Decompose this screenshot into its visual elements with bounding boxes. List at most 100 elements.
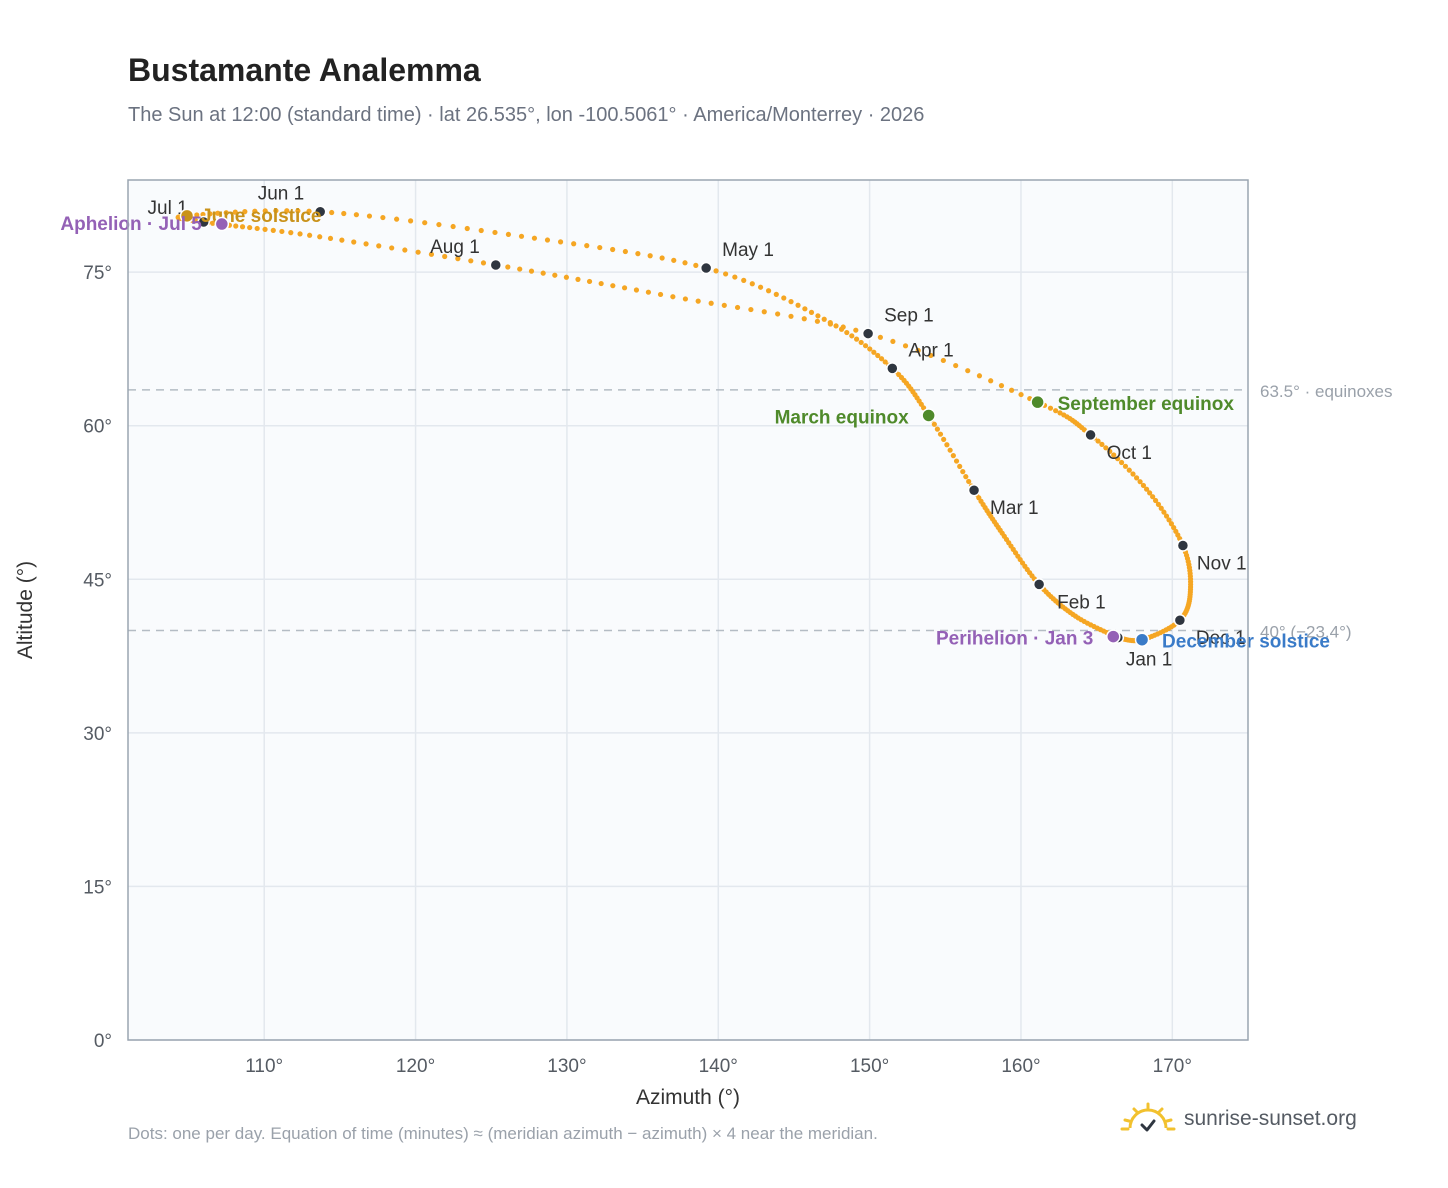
daily-sun-dot [233,223,239,229]
daily-sun-dot [376,243,382,249]
daily-sun-dot [584,243,590,249]
daily-sun-dot [273,208,279,214]
daily-sun-dot [1168,521,1175,527]
daily-sun-dot [247,224,253,231]
daily-sun-dot [622,248,628,255]
x-tick-label: 170° [1153,1056,1192,1077]
daily-sun-dot [262,208,268,214]
event-label: Aphelion · Jul 5 [60,214,202,235]
daily-sun-dot [571,241,577,247]
daily-sun-dot [931,421,937,427]
daily-sun-dot [940,357,946,364]
daily-sun-dot [1143,486,1150,492]
daily-sun-dot [200,211,206,218]
month-marker [1084,428,1097,442]
daily-sun-dot [194,212,200,218]
x-axis-label: Azimuth (°) [636,1086,740,1109]
reference-line-label: 40° (−23.4°) [1260,622,1352,641]
daily-sun-dot [670,294,676,300]
daily-sun-dot [795,302,801,308]
daily-sun-dot [934,426,940,432]
month-label: Dec 1 [1196,628,1246,649]
daily-sun-dot [858,339,864,346]
daily-sun-dot [748,306,754,313]
daily-sun-dot [557,239,564,245]
event-label: March equinox [775,407,910,428]
daily-sun-dot [252,208,258,214]
daily-sun-dot [814,318,821,324]
daily-sun-dot [598,280,604,287]
daily-sun-dot [442,253,448,260]
daily-sun-dot [1053,408,1059,414]
daily-sun-dot [1158,505,1164,511]
month-marker [197,215,210,229]
x-tick-label: 110° [245,1056,283,1077]
y-tick-label: 15° [83,877,112,898]
month-label: Jun 1 [258,184,304,205]
plot-background [128,180,1248,1040]
daily-sun-dot [775,311,781,317]
daily-sun-dot [262,226,268,232]
month-marker [1173,613,1187,627]
daily-sun-dot [254,225,260,232]
daily-sun-dot [422,220,428,226]
daily-sun-dot [633,287,640,293]
daily-sun-dot [944,442,950,448]
daily-sun-dot [1118,459,1125,466]
daily-sun-dot [544,237,551,243]
daily-sun-dot [878,356,885,362]
reference-line-label: 63.5° · equinoxes [1260,382,1393,401]
event-marker [214,216,230,232]
daily-sun-dot [586,278,593,285]
event-marker [1030,394,1045,410]
daily-sun-dot [693,262,699,268]
event-marker [179,208,195,224]
brand[interactable]: sunrise-sunset.org [1120,1102,1357,1136]
daily-sun-dot [284,208,290,214]
daily-sun-dot [307,232,313,238]
daily-sun-dot [1095,438,1101,444]
daily-sun-dot [875,352,881,359]
daily-sun-dot [801,316,807,322]
daily-sun-dot [862,343,869,349]
month-marker [861,327,875,340]
daily-sun-dot [988,378,994,384]
daily-sun-dot [575,276,581,282]
daily-sun-dot [773,291,779,297]
plot-frame [127,179,1249,1041]
daily-sun-dot [682,260,688,266]
chart-subtitle: The Sun at 12:00 (standard time) · lat 2… [128,104,925,126]
axis-ticks: 110° 120° 130° 140° 150° 160° 170° 0° 15° 30° 45° 6… [83,263,1192,1077]
daily-sun-dot [327,235,334,242]
daily-sun-dot [1107,448,1113,454]
daily-sun-dot [1099,441,1105,447]
daily-sun-dot [757,284,764,290]
month-marker [886,362,899,375]
month-marker [1032,578,1046,591]
daily-sun-dot [505,264,511,270]
daily-sun-dot [428,251,435,257]
daily-sun-dot [953,362,959,369]
daily-sun-dot [1163,513,1170,519]
daily-sun-dot [657,291,664,298]
daily-sun-dot [808,309,815,315]
daily-sun-dot [645,289,652,295]
daily-sun-dot [341,210,347,217]
x-tick-label: 120° [396,1056,435,1077]
daily-sun-dot [351,239,357,245]
daily-sun-dot [827,321,834,327]
daily-sun-dot [317,234,323,240]
chart-title: Bustamante Analemma [128,52,481,88]
daily-sun-dot [1155,501,1162,507]
daily-sun-dot [329,209,335,216]
brand-name: sunrise-sunset.org [1184,1107,1357,1130]
daily-sun-dot [306,208,312,214]
x-tick-label: 140° [699,1056,738,1077]
daily-sun-dot [708,300,714,306]
reference-lines: 63.5° · equinoxes 40° (−23.4°) [128,382,1393,641]
daily-sun-dot [552,272,558,278]
daily-sun-dot [802,306,808,312]
y-tick-label: 0° [94,1031,112,1052]
daily-sun-dot [455,256,461,262]
